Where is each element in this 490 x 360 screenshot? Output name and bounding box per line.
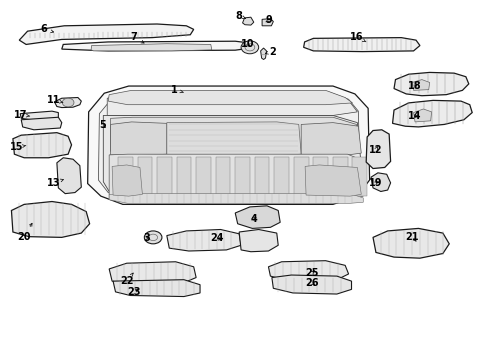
Polygon shape [13,133,72,158]
Text: 1: 1 [171,85,183,95]
Text: 23: 23 [127,287,140,297]
Polygon shape [103,116,362,199]
Polygon shape [235,206,280,228]
Text: 16: 16 [350,32,366,42]
Text: 24: 24 [210,233,223,243]
Polygon shape [21,117,62,130]
Polygon shape [414,109,432,122]
Text: 22: 22 [120,273,133,286]
Polygon shape [54,98,81,108]
Polygon shape [167,229,241,251]
Polygon shape [91,44,212,51]
Text: 25: 25 [306,267,319,278]
Text: 14: 14 [408,111,422,121]
Polygon shape [176,157,191,196]
Text: 4: 4 [250,214,257,224]
Polygon shape [62,41,251,51]
Text: 5: 5 [99,121,106,130]
Text: 7: 7 [130,32,144,43]
Polygon shape [108,90,352,105]
Text: 18: 18 [408,81,422,91]
Polygon shape [20,111,58,121]
Polygon shape [109,154,363,200]
Polygon shape [371,173,391,192]
Polygon shape [314,157,328,196]
Text: 3: 3 [143,233,149,243]
Text: 15: 15 [10,142,26,152]
Polygon shape [88,86,369,204]
Text: 6: 6 [40,24,53,35]
Polygon shape [167,122,301,156]
Polygon shape [255,157,270,196]
Polygon shape [373,228,449,258]
Polygon shape [272,275,351,294]
Text: 21: 21 [405,232,419,242]
Polygon shape [274,157,289,196]
Polygon shape [333,157,347,196]
Polygon shape [261,48,267,59]
Text: 9: 9 [265,15,272,26]
Polygon shape [111,122,167,156]
Polygon shape [11,202,90,237]
Circle shape [62,98,74,107]
Text: 11: 11 [47,95,63,105]
Polygon shape [98,92,360,200]
Polygon shape [294,157,309,196]
Polygon shape [305,165,361,196]
Polygon shape [196,157,211,196]
Polygon shape [301,123,361,156]
Polygon shape [304,38,420,51]
Text: 17: 17 [14,110,30,120]
Text: 19: 19 [369,178,383,188]
Polygon shape [239,229,278,252]
Polygon shape [394,72,469,96]
Polygon shape [19,24,194,44]
Text: 13: 13 [47,178,63,188]
Polygon shape [392,100,472,127]
Text: 12: 12 [369,144,383,154]
Polygon shape [109,262,196,285]
Polygon shape [243,17,254,25]
Text: 10: 10 [241,40,254,49]
Text: 2: 2 [266,46,276,57]
Polygon shape [262,19,273,26]
Polygon shape [366,130,391,168]
Text: 20: 20 [18,223,32,242]
Polygon shape [157,157,171,196]
Text: 26: 26 [306,278,319,288]
Circle shape [145,231,162,244]
Polygon shape [269,261,348,281]
Polygon shape [111,117,360,154]
Polygon shape [109,194,363,203]
Circle shape [241,41,259,54]
Polygon shape [412,80,430,90]
Polygon shape [352,157,367,196]
Polygon shape [216,157,230,196]
Polygon shape [235,157,250,196]
Polygon shape [113,280,200,297]
Polygon shape [107,93,357,116]
Polygon shape [57,158,81,194]
Polygon shape [118,157,133,196]
Text: 8: 8 [236,11,245,21]
Polygon shape [138,157,152,196]
Polygon shape [112,165,143,196]
